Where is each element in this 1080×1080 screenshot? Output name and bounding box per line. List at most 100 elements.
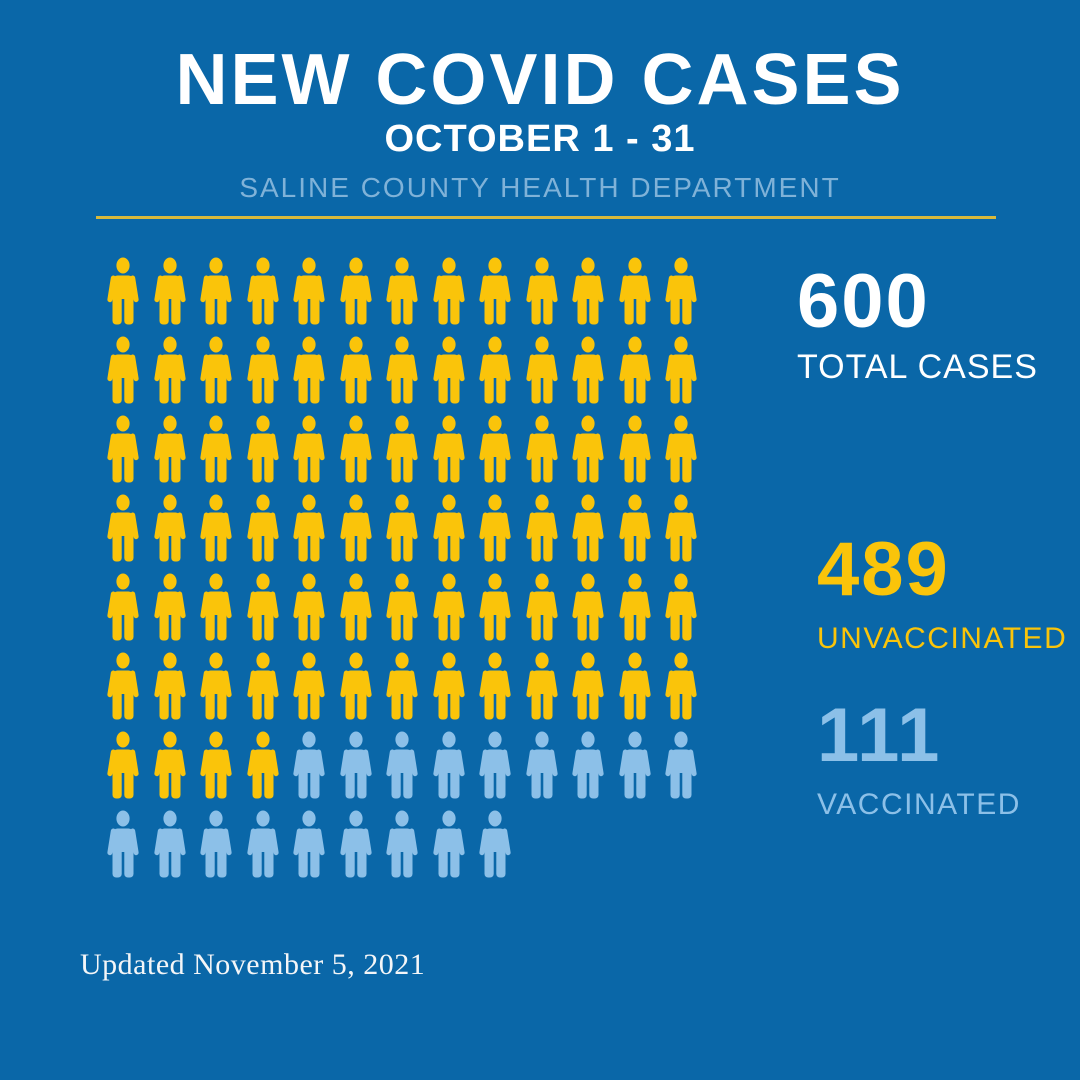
person-icon-unvaccinated: [150, 493, 190, 563]
person-icon-unvaccinated: [661, 335, 701, 405]
person-icon-vaccinated: [429, 730, 469, 800]
organization-name: SALINE COUNTY HEALTH DEPARTMENT: [239, 172, 841, 203]
person-icon-vaccinated: [103, 809, 143, 879]
person-icon-vaccinated: [475, 730, 515, 800]
person-icon-unvaccinated: [475, 414, 515, 484]
person-icon-unvaccinated: [475, 493, 515, 563]
person-icon-unvaccinated: [522, 256, 562, 326]
person-icon-unvaccinated: [196, 256, 236, 326]
person-icon-unvaccinated: [196, 335, 236, 405]
person-icon-unvaccinated: [661, 493, 701, 563]
person-icon-unvaccinated: [615, 414, 655, 484]
person-icon-unvaccinated: [150, 256, 190, 326]
person-icon-vaccinated: [336, 809, 376, 879]
person-icon-unvaccinated: [568, 572, 608, 642]
person-icon-unvaccinated: [289, 493, 329, 563]
person-icon-vaccinated: [522, 730, 562, 800]
person-icon-unvaccinated: [568, 256, 608, 326]
updated-date: Updated November 5, 2021: [80, 948, 426, 981]
person-icon-unvaccinated: [475, 256, 515, 326]
person-icon-vaccinated: [289, 730, 329, 800]
total-cases-value: 600: [797, 259, 930, 344]
person-icon-unvaccinated: [615, 572, 655, 642]
person-icon-unvaccinated: [336, 256, 376, 326]
person-icon-unvaccinated: [336, 572, 376, 642]
person-icon-vaccinated: [429, 809, 469, 879]
person-icon-unvaccinated: [382, 335, 422, 405]
person-icon-unvaccinated: [196, 651, 236, 721]
person-icon-unvaccinated: [522, 651, 562, 721]
person-icon-unvaccinated: [475, 335, 515, 405]
person-icon-unvaccinated: [475, 572, 515, 642]
person-icon-vaccinated: [568, 730, 608, 800]
person-icon-unvaccinated: [568, 414, 608, 484]
person-icon-unvaccinated: [150, 335, 190, 405]
person-icon-unvaccinated: [103, 256, 143, 326]
person-icon-vaccinated: [196, 809, 236, 879]
vaccinated-value: 111: [817, 693, 942, 778]
person-icon-unvaccinated: [336, 651, 376, 721]
person-icon-unvaccinated: [615, 256, 655, 326]
person-icon-vaccinated: [615, 730, 655, 800]
person-icon-unvaccinated: [243, 256, 283, 326]
vaccinated-label: VACCINATED: [817, 788, 1021, 821]
person-icon-vaccinated: [336, 730, 376, 800]
person-icon-unvaccinated: [336, 335, 376, 405]
person-icon-unvaccinated: [382, 256, 422, 326]
person-icon-vaccinated: [382, 730, 422, 800]
person-icon-unvaccinated: [382, 414, 422, 484]
person-icon-unvaccinated: [150, 414, 190, 484]
person-icon-vaccinated: [661, 730, 701, 800]
person-icon-unvaccinated: [429, 651, 469, 721]
person-icon-unvaccinated: [103, 335, 143, 405]
person-icon-unvaccinated: [382, 493, 422, 563]
page-title: NEW COVID CASES: [175, 40, 905, 120]
unvaccinated-value: 489: [817, 527, 950, 612]
date-range: OCTOBER 1 - 31: [384, 118, 696, 160]
person-icon-vaccinated: [289, 809, 329, 879]
person-icon-unvaccinated: [568, 651, 608, 721]
person-icon-vaccinated: [150, 809, 190, 879]
person-icon-unvaccinated: [522, 493, 562, 563]
vaccinated-stat: 111 VACCINATED: [817, 698, 1021, 820]
person-icon-unvaccinated: [243, 730, 283, 800]
person-icon-unvaccinated: [289, 651, 329, 721]
person-icon-unvaccinated: [568, 493, 608, 563]
person-icon-unvaccinated: [661, 651, 701, 721]
person-icon-vaccinated: [382, 809, 422, 879]
person-icon-unvaccinated: [336, 414, 376, 484]
person-icon-unvaccinated: [661, 572, 701, 642]
person-icon-unvaccinated: [243, 572, 283, 642]
person-icon-unvaccinated: [243, 414, 283, 484]
person-icon-unvaccinated: [196, 414, 236, 484]
person-icon-unvaccinated: [103, 493, 143, 563]
person-icon-unvaccinated: [661, 256, 701, 326]
person-icon-unvaccinated: [103, 414, 143, 484]
person-icon-unvaccinated: [615, 651, 655, 721]
person-icon-unvaccinated: [196, 572, 236, 642]
person-icon-unvaccinated: [289, 335, 329, 405]
person-icon-unvaccinated: [429, 493, 469, 563]
person-icon-unvaccinated: [382, 651, 422, 721]
person-icon-unvaccinated: [522, 335, 562, 405]
person-icon-unvaccinated: [150, 572, 190, 642]
person-icon-unvaccinated: [196, 493, 236, 563]
person-icon-unvaccinated: [429, 572, 469, 642]
person-icon-unvaccinated: [289, 572, 329, 642]
unvaccinated-label: UNVACCINATED: [817, 622, 1068, 655]
person-icon-unvaccinated: [615, 493, 655, 563]
person-icon-unvaccinated: [243, 335, 283, 405]
person-icon-unvaccinated: [103, 651, 143, 721]
person-icon-unvaccinated: [429, 256, 469, 326]
person-icon-unvaccinated: [475, 651, 515, 721]
total-cases-label: TOTAL CASES: [797, 348, 1038, 386]
person-icon-unvaccinated: [568, 335, 608, 405]
person-icon-unvaccinated: [196, 730, 236, 800]
person-icon-unvaccinated: [103, 730, 143, 800]
pictogram-grid: [103, 256, 703, 879]
divider-line: [96, 216, 996, 219]
person-icon-unvaccinated: [429, 414, 469, 484]
person-icon-unvaccinated: [382, 572, 422, 642]
person-icon-vaccinated: [475, 809, 515, 879]
